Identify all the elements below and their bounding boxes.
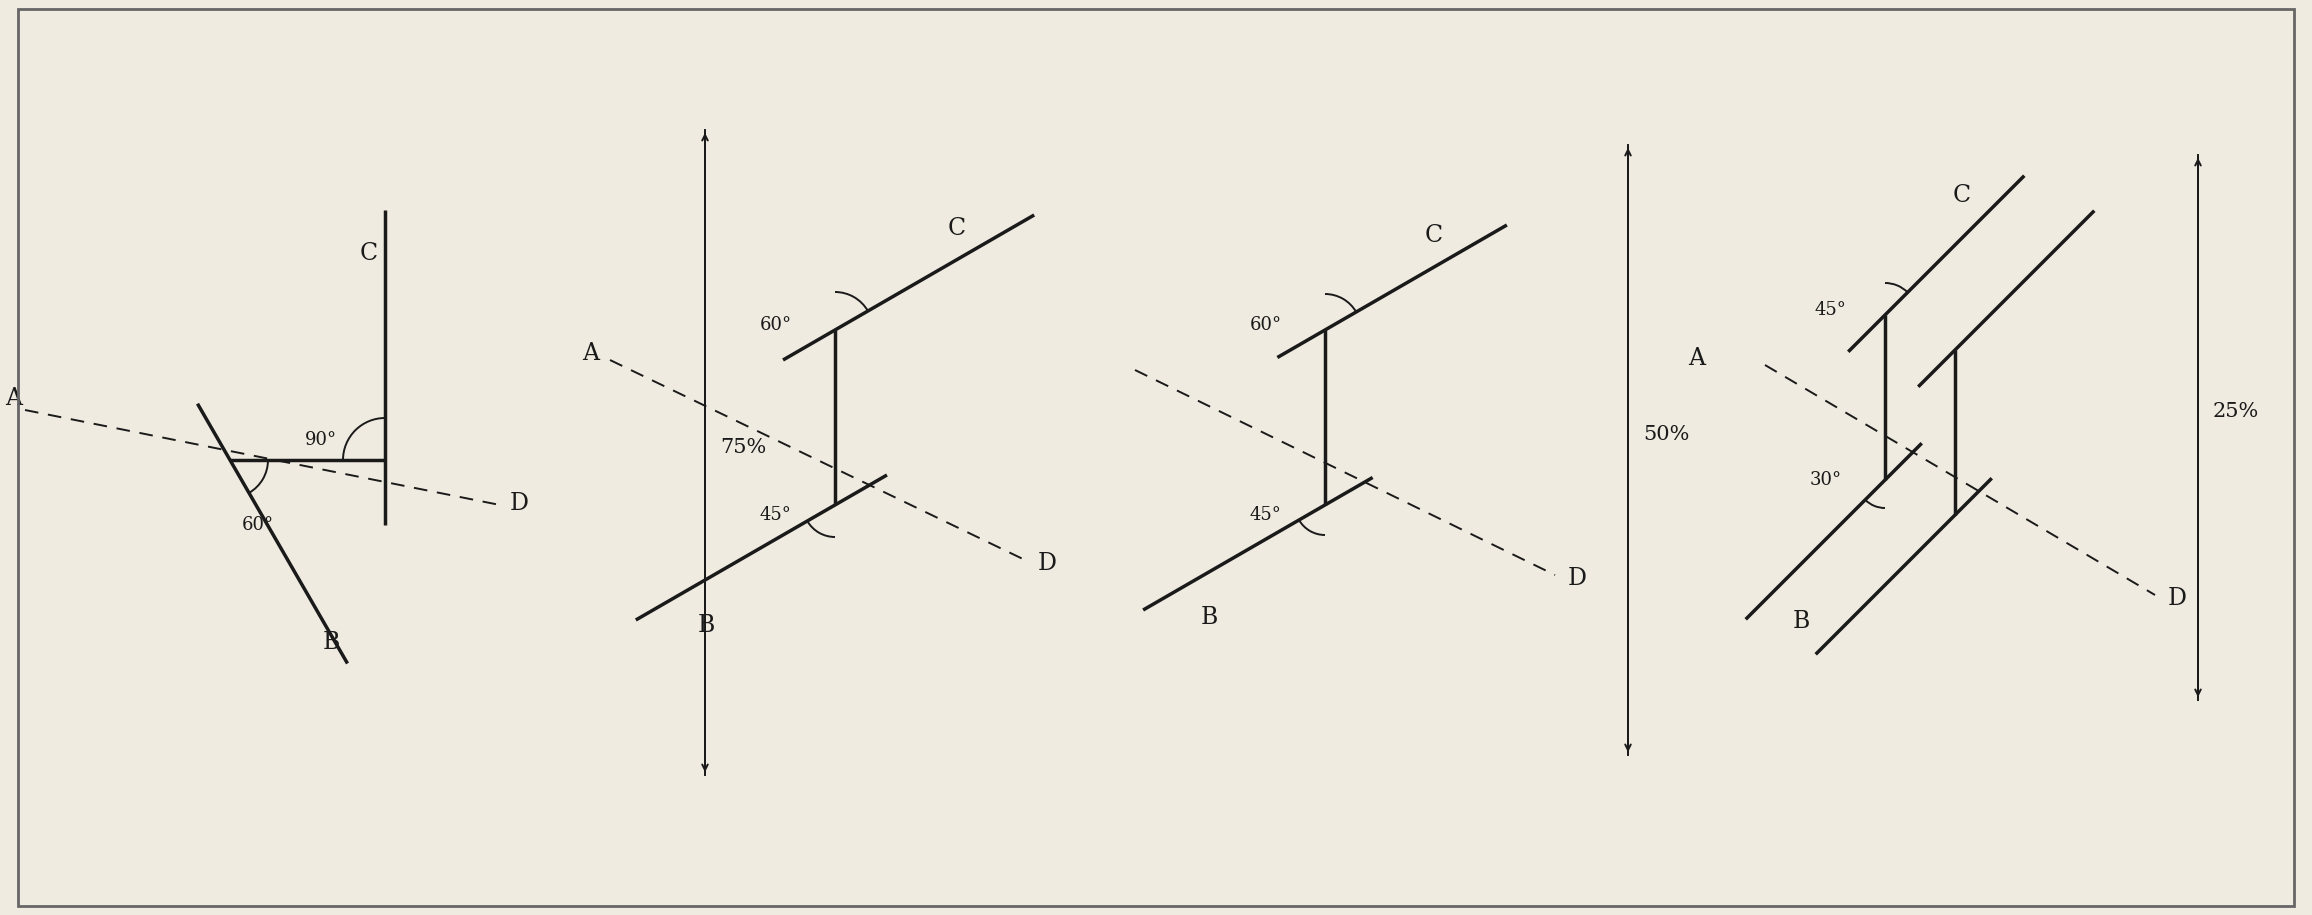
Text: 45°: 45° bbox=[1251, 506, 1281, 524]
Text: B: B bbox=[1200, 607, 1218, 630]
Text: 45°: 45° bbox=[761, 506, 793, 524]
Text: A: A bbox=[583, 342, 599, 365]
Text: B: B bbox=[1792, 609, 1810, 632]
Text: C: C bbox=[1954, 185, 1970, 208]
Text: 90°: 90° bbox=[305, 431, 338, 449]
Text: C: C bbox=[1424, 224, 1443, 247]
Text: D: D bbox=[1568, 567, 1586, 590]
Text: D: D bbox=[511, 492, 529, 515]
Text: D: D bbox=[2169, 587, 2187, 610]
Text: 75%: 75% bbox=[719, 438, 765, 457]
Text: A: A bbox=[5, 387, 23, 410]
Text: D: D bbox=[1038, 552, 1057, 575]
Text: 60°: 60° bbox=[1251, 316, 1283, 334]
Text: 50%: 50% bbox=[1644, 425, 1690, 444]
Text: B: B bbox=[698, 614, 714, 637]
Text: 60°: 60° bbox=[761, 316, 793, 334]
Text: 45°: 45° bbox=[1815, 301, 1847, 319]
Text: B: B bbox=[324, 631, 340, 654]
Text: 25%: 25% bbox=[2213, 402, 2259, 421]
Text: C: C bbox=[948, 217, 966, 240]
Text: C: C bbox=[361, 242, 379, 265]
Text: 60°: 60° bbox=[243, 516, 275, 534]
Text: 30°: 30° bbox=[1810, 471, 1843, 489]
Text: A: A bbox=[1688, 347, 1704, 370]
